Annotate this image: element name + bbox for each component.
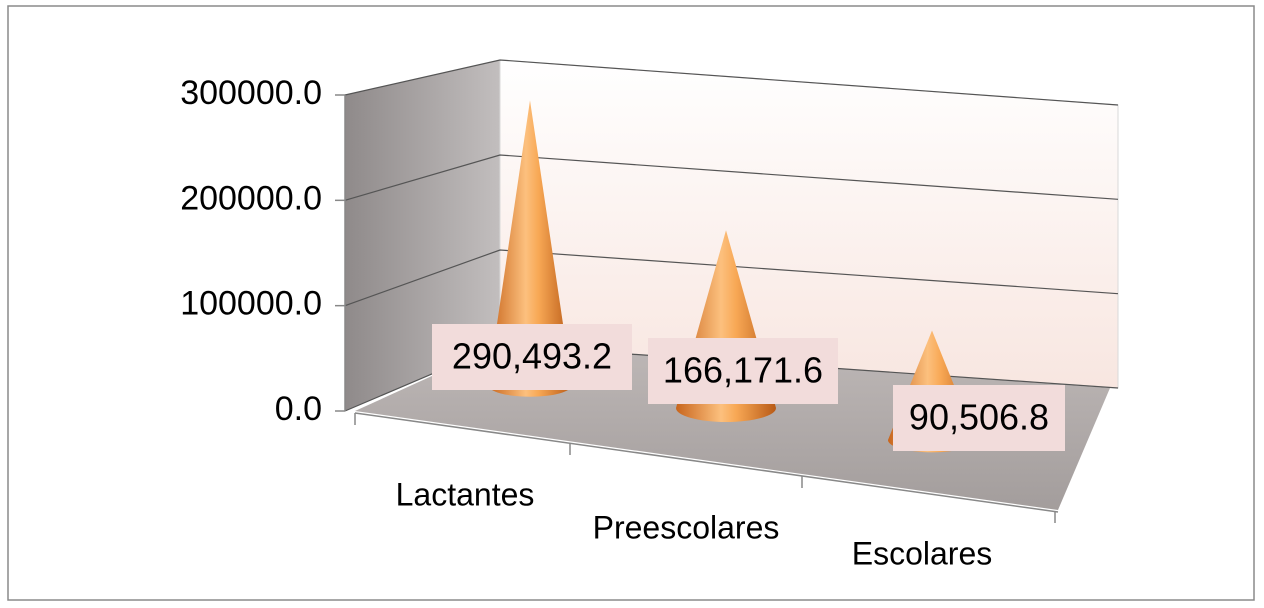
grid-line (344, 154, 1119, 201)
grid-line (344, 59, 1119, 106)
x-axis (354, 412, 1059, 513)
x-tick-label: Escolares (852, 535, 993, 571)
data-label-box (432, 324, 632, 390)
data-label: 166,171.6 (663, 350, 823, 391)
x-tick-label: Preescolares (593, 509, 780, 545)
y-tick-label: 300000.0 (180, 74, 322, 112)
data-label: 90,506.8 (909, 397, 1049, 438)
cone (488, 100, 572, 397)
data-label-box (648, 338, 838, 404)
left-wall (345, 60, 500, 411)
y-tick-label: 200000.0 (180, 179, 322, 217)
data-label-box (893, 385, 1065, 451)
data-label: 290,493.2 (452, 336, 612, 377)
grid-line (344, 249, 1119, 307)
x-tick-label: Lactantes (396, 476, 535, 512)
y-tick-label: 100000.0 (180, 285, 322, 323)
y-tick-label: 0.0 (275, 390, 322, 428)
